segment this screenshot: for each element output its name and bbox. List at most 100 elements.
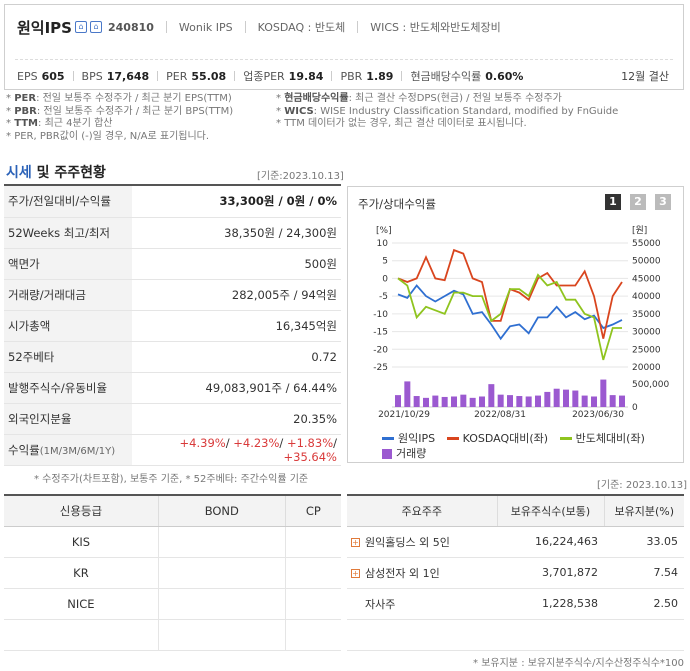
volume-bar <box>413 396 420 407</box>
volume-bar <box>591 396 597 407</box>
right-tick-label: 50000 <box>632 257 661 267</box>
section-title: 시세 및 주주현황 <box>6 165 106 181</box>
volume-tick-label: 0 <box>632 403 638 413</box>
volume-bar <box>563 389 569 407</box>
price-table: 주가/전일대비/수익률 33,300원 / 0원 / 0% 52Weeks 최고/… <box>4 186 341 466</box>
table-row: + 원익홀딩스 외 5인 16,224,463 33.05 <box>347 526 684 558</box>
notes-left: * PER: 전일 보통주 수정주가 / 최근 분기 EPS(TTM) * PB… <box>6 93 233 143</box>
right-tick-label: 55000 <box>632 239 661 249</box>
volume-bar <box>553 388 560 407</box>
table-row: 시가총액 16,345억원 <box>4 310 341 342</box>
metric-bps: BPS 17,648 <box>81 69 150 83</box>
table-row: 외국인지분율 20.35% <box>4 403 341 435</box>
table-row <box>4 619 341 651</box>
major-shareholders-table: 주요주주 보유주식수(보통) 보유지분(%) + 원익홀딩스 외 5인 16,22… <box>347 494 684 651</box>
table-row: + 삼성전자 외 1인 3,701,872 7.54 <box>347 557 684 589</box>
left-tick-label: -10 <box>373 310 388 320</box>
homepage-icon[interactable]: ⌂ <box>89 21 102 33</box>
metric-per: PER 55.08 <box>166 69 227 83</box>
expand-icon[interactable]: + <box>351 538 360 547</box>
table-row: 발행주식수/유동비율 49,083,901주 / 64.44% <box>4 372 341 404</box>
table-row: KIS <box>4 526 341 558</box>
volume-bar <box>441 396 448 407</box>
right-tick-label: 20000 <box>632 363 661 373</box>
left-tick-label: -20 <box>373 345 388 355</box>
volume-bar <box>451 396 457 407</box>
table-row: 주가/전일대비/수익률 33,300원 / 0원 / 0% <box>4 186 341 218</box>
volume-bar <box>432 395 439 407</box>
volume-bar <box>404 381 411 407</box>
wics-sector: WICS : 반도체와반도체장비 <box>370 21 501 34</box>
right-tick-label: 30000 <box>632 328 661 338</box>
expand-icon[interactable]: + <box>351 569 360 578</box>
left-tick-label: 5 <box>382 257 388 267</box>
volume-bar <box>609 395 616 407</box>
right-tick-label: 25000 <box>632 345 661 355</box>
volume-bar <box>469 397 476 407</box>
holders-reference-date: [기준: 2023.10.13] <box>597 480 688 491</box>
returns-row: 수익률(1M/3M/6M/1Y) +4.39%/ +4.23%/ +1.83%/… <box>4 434 341 466</box>
volume-bar <box>395 395 401 407</box>
volume-bar <box>516 396 523 407</box>
series-line-2 <box>397 273 622 361</box>
series-line-0 <box>397 284 623 341</box>
volume-bar <box>600 379 607 407</box>
table-row <box>347 619 684 651</box>
note-dividend: * 현금배당수익률: 최근 결산 수정DPS(현금) / 전일 보통주 수정주가 <box>276 93 562 104</box>
volume-bar <box>572 390 579 407</box>
credit-rating-table: 신용등급 BOND CP KIS KR NICE <box>4 494 341 651</box>
fiscal-closing: 12월 결산 <box>621 70 669 83</box>
chart-tab-2[interactable]: 2 <box>630 194 646 210</box>
left-tick-label: -5 <box>379 292 388 302</box>
chart-tabs: 1 2 3 <box>596 194 671 210</box>
volume-bar <box>497 394 504 407</box>
right-tick-label: 45000 <box>632 274 661 284</box>
english-name: Wonik IPS <box>178 20 233 34</box>
home-icon[interactable]: ⌂ <box>74 21 87 33</box>
holders-note: * 보유지분 : 보유지분주식수/지수산정주식수*100 <box>473 658 684 669</box>
metric-dividend-yield: 현금배당수익률 0.60% <box>410 69 524 84</box>
chart-tab-1[interactable]: 1 <box>605 194 621 210</box>
table-row: 자사주 1,228,538 2.50 <box>347 588 684 620</box>
table-row: 액면가 500원 <box>4 248 341 280</box>
volume-bar <box>525 396 532 407</box>
volume-bar <box>423 397 429 407</box>
market-sector: KOSDAQ : 반도체 <box>257 21 346 34</box>
price-note: * 수정주가(차트포함), 보통주 기준, * 52주베타: 주간수익률 기준 <box>34 474 309 485</box>
volume-bar <box>507 395 513 407</box>
legend-sector: 반도체대비(좌) <box>559 431 645 446</box>
stock-code: 240810 <box>107 20 154 34</box>
left-tick-label: 0 <box>382 274 388 284</box>
table-row: 52주베타 0.72 <box>4 341 341 373</box>
volume-bar <box>460 394 467 407</box>
section-reference-date: [기준:2023.10.13] <box>257 171 344 182</box>
right-axis-unit: [원] <box>632 225 647 236</box>
x-tick-label: 2022/08/31 <box>474 410 526 420</box>
volume-bar <box>619 395 625 407</box>
right-tick-label: 40000 <box>632 292 661 302</box>
chart-tab-3[interactable]: 3 <box>655 194 671 210</box>
table-row: 52Weeks 최고/최저 38,350원 / 24,300원 <box>4 217 341 249</box>
company-name: 원익IPS <box>17 18 72 37</box>
chart-legend: 원익IPS KOSDAQ대비(좌) 반도체대비(좌) 거래량 <box>382 429 653 463</box>
left-tick-label: -15 <box>373 328 388 338</box>
left-tick-label: 10 <box>377 239 389 249</box>
legend-volume: 거래량 <box>382 446 426 461</box>
table-row: 거래량/거래대금 282,005주 / 94억원 <box>4 279 341 311</box>
note-pbr: * PBR: 전일 보통주 수정주가 / 최근 분기 BPS(TTM) <box>6 105 234 117</box>
volume-bar <box>488 384 495 407</box>
price-chart-panel: 주가/상대수익률 1 2 3 [%] [원] 10 5 0 -5 -10 -15 -20 -25 5… <box>347 186 684 463</box>
note-ttm: * TTM: 최근 4분기 합산 <box>6 118 113 129</box>
volume-bar <box>535 395 541 407</box>
table-row: KR <box>4 557 341 589</box>
table-row: NICE <box>4 588 341 620</box>
right-tick-label: 35000 <box>632 310 661 320</box>
legend-price: 원익IPS <box>382 431 435 446</box>
notes-right: * 현금배당수익률: 최근 결산 수정DPS(현금) / 전일 보통주 수정주가… <box>276 93 618 131</box>
legend-kosdaq: KOSDAQ대비(좌) <box>446 431 548 446</box>
note-per: * PER: 전일 보통주 수정주가 / 최근 분기 EPS(TTM) <box>6 93 232 104</box>
x-tick-label: 2023/06/30 <box>572 410 624 420</box>
volume-bar <box>544 391 551 407</box>
x-tick-label: 2021/10/29 <box>378 410 430 420</box>
left-axis-unit: [%] <box>376 226 392 236</box>
